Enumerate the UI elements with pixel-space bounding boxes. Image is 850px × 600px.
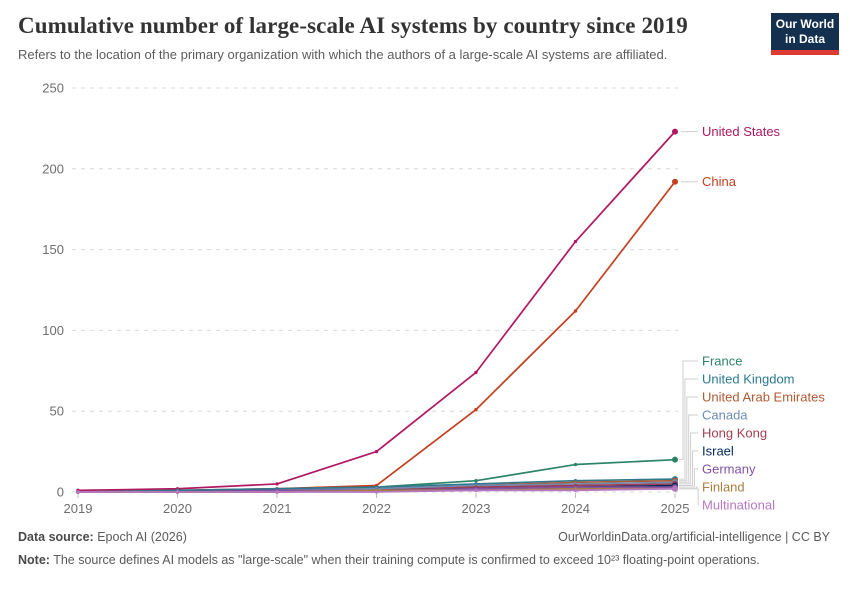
note-label: Note: [18,552,50,567]
x-tick-label: 2020 [163,501,192,516]
data-source-value: Epoch AI (2026) [97,529,187,544]
data-point-china-2024[interactable] [573,309,578,313]
chart-header: Cumulative number of large-scale AI syst… [0,0,850,64]
legend-label-canada[interactable]: Canada [702,407,748,422]
legend-label-multinational[interactable]: Multinational [702,497,775,512]
data-point-united-states-2021[interactable] [275,482,279,486]
page-subtitle: Refers to the location of the primary or… [18,47,668,62]
legend-connector-united-kingdom [679,378,698,480]
legend-label-china[interactable]: China [702,174,737,189]
legend-connector-united-arab-emirates [679,396,698,482]
logo-red-stripe [771,50,839,55]
legend-label-germany[interactable]: Germany [702,461,756,476]
data-point-china-2025[interactable] [672,178,678,185]
y-tick-label: 200 [42,161,64,176]
line-chart[interactable]: 0 50 100 150 200 250 2019 2020 2021 2022 2023 2024 2… [0,76,850,522]
x-tick-label: 2025 [661,501,690,516]
data-point-multinational-2021[interactable] [275,490,279,494]
data-point-multinational-2019[interactable] [76,490,80,494]
data-point-united-states-2025[interactable] [672,128,678,135]
data-source-label: Data source: [18,529,94,544]
series-line-china[interactable] [77,181,676,493]
x-tick-label: 2023 [462,501,491,516]
series-line-united-states[interactable] [77,130,676,492]
x-tick-label: 2019 [64,501,93,516]
data-point-multinational-2024[interactable] [573,488,578,493]
chart-note: Note: The source defines AI models as "l… [18,553,830,567]
data-point-multinational-2025[interactable] [672,485,678,492]
legend-label-hong-kong[interactable]: Hong Kong [702,425,767,440]
legend-connector-germany [679,468,698,488]
y-tick-label: 150 [42,242,64,257]
chart-footer: Data source: Epoch AI (2026) OurWorldinD… [0,522,850,567]
y-tick-label: 50 [50,404,64,419]
legend-label-united-states[interactable]: United States [702,124,781,139]
data-source: Data source: Epoch AI (2026) [18,530,187,544]
data-point-multinational-2023[interactable] [474,488,478,493]
data-point-multinational-2020[interactable] [175,490,180,494]
legend-connector-canada [679,414,698,483]
legend-label-united-arab-emirates[interactable]: United Arab Emirates [702,389,825,404]
data-point-united-states-2023[interactable] [474,370,478,375]
x-tick-label: 2021 [263,501,292,516]
legend-connector-france [679,360,698,461]
legend-label-finland[interactable]: Finland [702,479,745,494]
chart-area: 0 50 100 150 200 250 2019 2020 2021 2022 2023 2024 2… [0,76,850,522]
legend-label-israel[interactable]: Israel [702,443,734,458]
data-point-united-states-2024[interactable] [573,239,578,244]
legend-connector-multinational [679,488,699,506]
x-tick-label: 2022 [362,501,391,516]
legend-connector-hong-kong [679,432,698,485]
data-point-france-2023[interactable] [474,478,478,483]
logo-line1: Our World [775,17,835,31]
y-tick-label: 250 [42,80,64,95]
y-tick-label: 0 [57,484,64,499]
data-point-france-2025[interactable] [672,456,678,463]
data-point-multinational-2022[interactable] [374,490,379,494]
legend-label-france[interactable]: France [702,353,742,368]
data-point-china-2023[interactable] [474,407,478,412]
note-text: The source defines AI models as "large-s… [53,552,760,567]
license-link[interactable]: OurWorldinData.org/artificial-intelligen… [558,529,830,544]
owid-logo[interactable]: Our World in Data [771,13,839,55]
page-title: Cumulative number of large-scale AI syst… [18,13,688,38]
data-point-france-2024[interactable] [573,462,578,467]
legend-label-united-kingdom[interactable]: United Kingdom [702,371,795,386]
data-point-united-states-2022[interactable] [374,449,379,454]
x-tick-label: 2024 [561,501,590,516]
logo-line2: in Data [784,32,825,46]
legend-connector-israel [679,450,698,486]
y-tick-label: 100 [42,323,64,338]
owid-logo-text: Our World in Data [771,13,839,50]
